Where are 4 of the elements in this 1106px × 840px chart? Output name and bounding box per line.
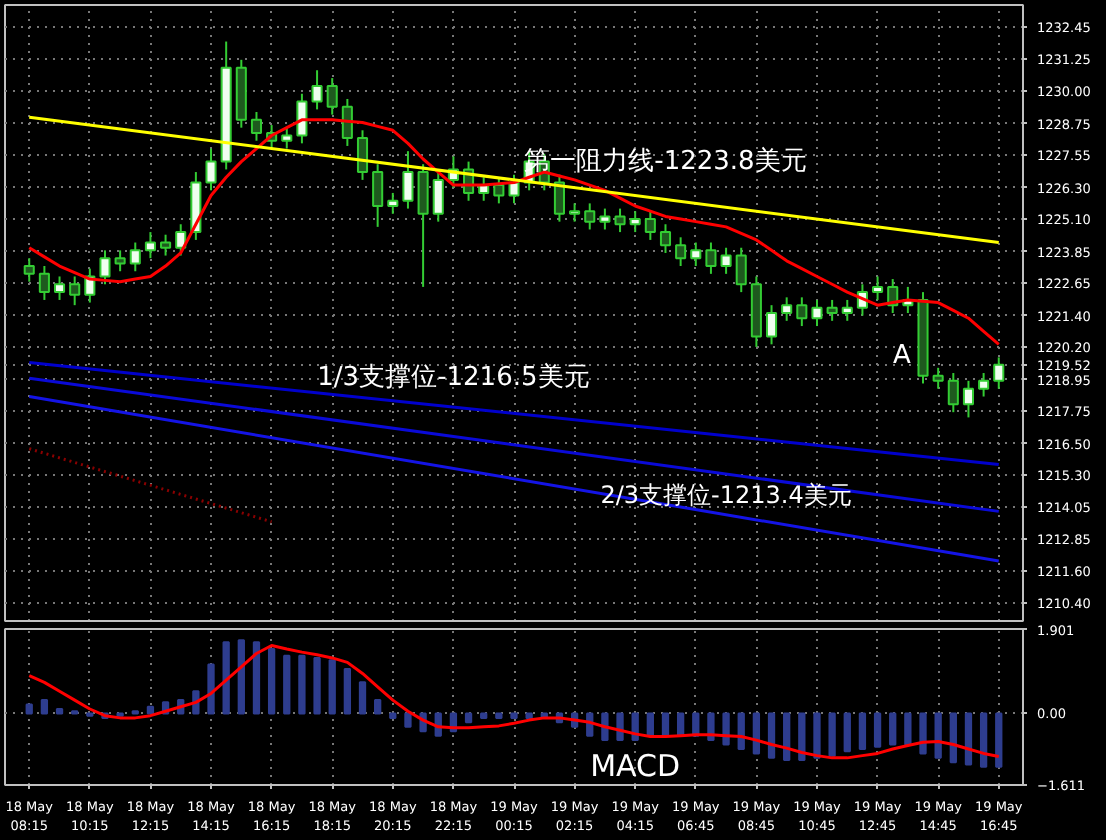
annotation: MACD [590,748,681,785]
annotation: A [892,341,911,372]
annotation: 第一阻力线-1223.8美元 [524,145,807,178]
annotation: 1/3支撑位-1216.5美元 [317,360,590,393]
